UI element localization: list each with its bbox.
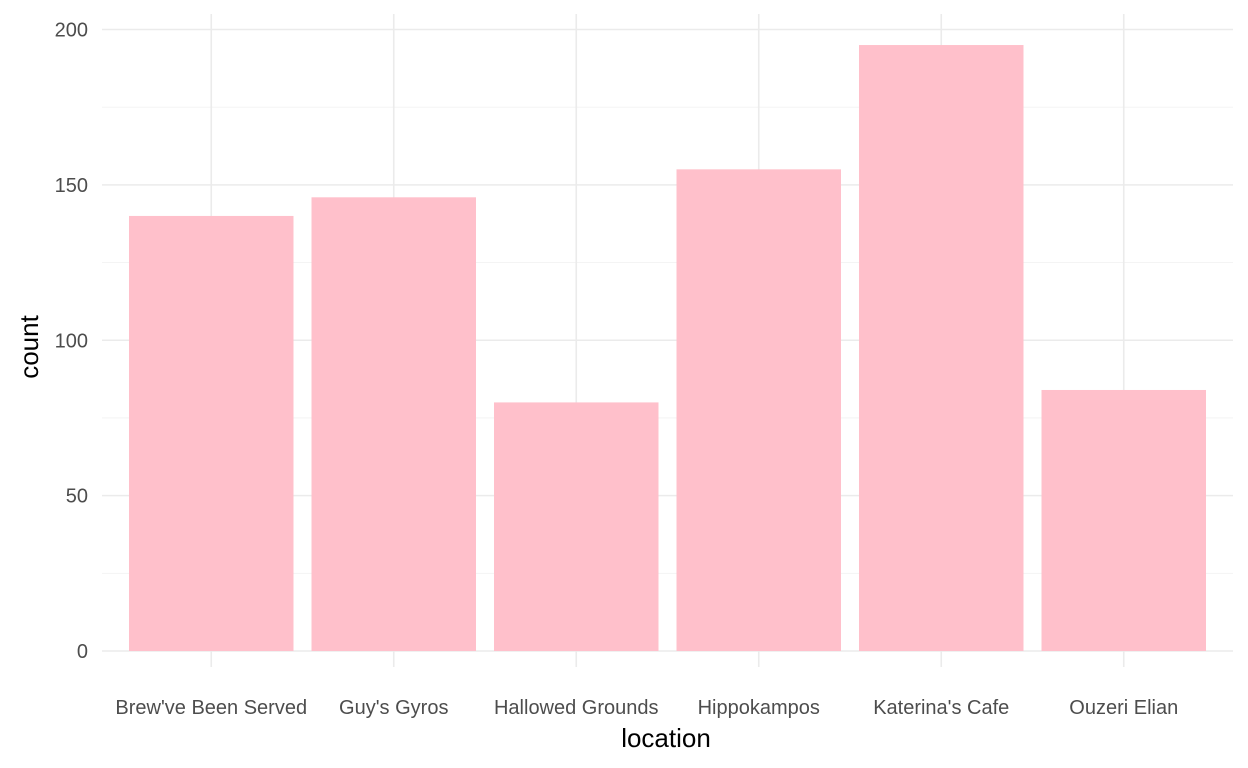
y-tick-label: 150 [55, 175, 88, 197]
y-tick-label: 50 [66, 486, 88, 508]
x-axis-tick-labels: Brew've Been Served Guy's Gyros Hallowed G… [115, 697, 1178, 719]
x-tick-label: Ouzeri Elian [1069, 697, 1178, 719]
x-axis-title: location [621, 723, 711, 753]
bar [311, 197, 476, 651]
x-tick-label: Guy's Gyros [339, 697, 448, 719]
x-tick-label: Hippokampos [698, 697, 820, 719]
bar [494, 402, 659, 651]
x-tick-label: Katerina's Cafe [873, 697, 1009, 719]
bar [676, 169, 841, 651]
x-tick-label: Brew've Been Served [115, 697, 307, 719]
bar [859, 45, 1024, 652]
bar [129, 215, 294, 651]
bars [129, 45, 1206, 652]
y-axis-title: count [14, 314, 44, 378]
x-tick-label: Hallowed Grounds [494, 697, 659, 719]
y-tick-label: 100 [55, 330, 88, 352]
bar [1041, 389, 1206, 651]
y-tick-label: 200 [55, 20, 88, 42]
y-tick-label: 0 [77, 641, 88, 663]
y-axis-tick-labels: 0 50 100 150 200 [55, 20, 88, 664]
